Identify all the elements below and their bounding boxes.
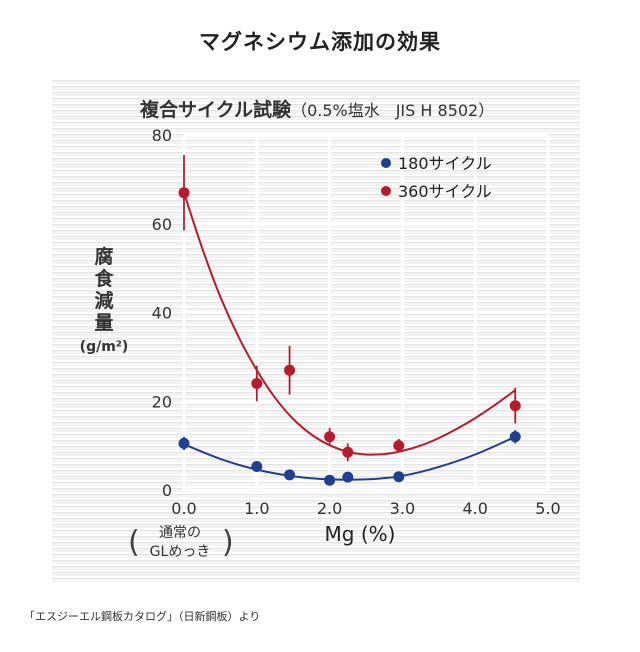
x-tick-label: 5.0 xyxy=(535,499,560,518)
data-point xyxy=(509,431,521,443)
x-axis-label: Mg (%) xyxy=(325,522,396,546)
x-annotation: ( 通常の GLめっき ) xyxy=(128,525,234,560)
x-tick-label: 2.0 xyxy=(317,499,342,518)
y-axis-unit: (g/m²) xyxy=(80,339,129,355)
x-tick-label: 4.0 xyxy=(462,499,487,518)
data-point xyxy=(284,469,296,481)
data-point xyxy=(342,446,354,458)
data-point xyxy=(342,471,354,483)
legend-label-360: 360サイクル xyxy=(398,182,492,201)
y-tick-label: 40 xyxy=(152,304,172,323)
trend-curve-1 xyxy=(183,192,516,456)
data-point xyxy=(251,378,263,389)
x-tick-label: 3.0 xyxy=(390,499,415,518)
annotation-line-1: 通常の xyxy=(159,525,201,541)
data-point xyxy=(324,474,336,486)
paren-right: ) xyxy=(222,525,234,560)
data-point xyxy=(324,431,336,443)
data-point xyxy=(178,187,190,199)
chart-panel: 0 20 40 60 80 0.0 1.0 2.0 3.0 4.0 5.0 複合サイクル試験（0.5… xyxy=(52,78,580,584)
y-tick-label: 0 xyxy=(162,481,172,500)
data-point xyxy=(178,437,190,449)
trend-curves xyxy=(183,192,516,481)
data-point xyxy=(393,471,405,483)
y-tick-label: 80 xyxy=(152,126,172,145)
y-axis-label-char: 量 xyxy=(94,312,113,334)
page-title: マグネシウム添加の効果 xyxy=(199,30,441,54)
x-tick-label: 0.0 xyxy=(171,499,196,518)
data-points xyxy=(178,154,521,486)
x-tick-label: 1.0 xyxy=(244,499,269,518)
legend: 180サイクル 360サイクル xyxy=(381,154,492,201)
gridlines xyxy=(182,133,550,492)
chart-svg: 0 20 40 60 80 0.0 1.0 2.0 3.0 4.0 5.0 複合サイクル試験（0.5… xyxy=(80,98,561,560)
data-point xyxy=(284,364,296,376)
y-tick-label: 60 xyxy=(152,215,172,234)
data-point xyxy=(509,400,521,412)
paren-left: ( xyxy=(128,525,140,560)
y-axis-label-char: 食 xyxy=(94,267,114,290)
data-point xyxy=(251,460,263,472)
data-point xyxy=(393,440,405,452)
y-tick-label: 20 xyxy=(152,392,172,411)
annotation-line-2: GLめっき xyxy=(150,544,211,560)
y-axis-label-char: 腐 xyxy=(94,245,113,268)
source-note: 「エスジーエル鋼板カタログ」（日新鋼板）より xyxy=(24,610,261,623)
y-axis-label: 腐 食 減 量 (g/m²) xyxy=(80,245,129,355)
legend-label-180: 180サイクル xyxy=(398,154,492,173)
legend-marker-180 xyxy=(381,158,391,168)
tick-labels: 0 20 40 60 80 0.0 1.0 2.0 3.0 4.0 5.0 xyxy=(152,126,561,518)
chart-subtitle: 複合サイクル試験（0.5%塩水 JIS H 8502） xyxy=(139,98,494,121)
legend-marker-360 xyxy=(381,186,391,196)
y-axis-label-char: 減 xyxy=(94,289,113,312)
